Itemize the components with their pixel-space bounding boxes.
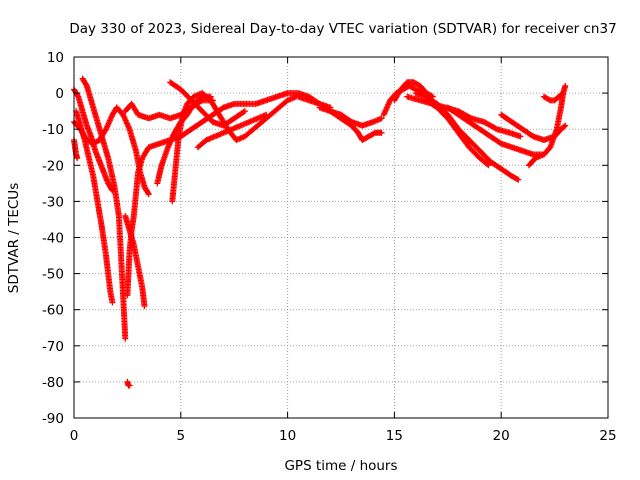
x-tick-label: 25 xyxy=(599,428,616,444)
data-point xyxy=(517,133,524,140)
x-tick-label: 5 xyxy=(177,428,186,444)
data-point xyxy=(560,90,567,97)
y-tick-label: 0 xyxy=(55,86,64,102)
data-point xyxy=(514,176,521,183)
y-tick-label: 10 xyxy=(47,50,64,66)
data-point xyxy=(492,125,499,132)
y-tick-label: -60 xyxy=(42,303,64,319)
x-tick-label: 15 xyxy=(386,428,403,444)
data-point xyxy=(561,123,568,130)
data-point xyxy=(515,176,522,183)
data-point xyxy=(484,161,491,168)
y-tick-label: -50 xyxy=(42,267,64,283)
x-axis-label: GPS time / hours xyxy=(284,458,397,474)
data-point xyxy=(145,191,152,198)
y-tick-label: -70 xyxy=(42,339,64,355)
data-point xyxy=(122,335,129,342)
y-tick-label: -80 xyxy=(42,375,64,391)
data-point xyxy=(559,91,566,98)
chart-title: Day 330 of 2023, Sidereal Day-to-day VTE… xyxy=(69,21,616,37)
data-point xyxy=(109,299,116,306)
data-points xyxy=(71,75,569,389)
data-point xyxy=(241,108,248,115)
axis-ticks: 0 5 10 15 20 25 10 0 -10 -20 -30 -40 -50 -60 -70 -80 -90 xyxy=(42,50,617,444)
y-axis-label: SDTVAR / TECUs xyxy=(6,183,22,293)
data-point xyxy=(378,129,385,136)
y-tick-label: -30 xyxy=(42,194,64,210)
data-point xyxy=(378,115,385,122)
data-point xyxy=(240,108,247,115)
x-tick-label: 10 xyxy=(279,428,296,444)
data-point xyxy=(126,382,133,389)
data-point xyxy=(74,155,81,162)
data-point xyxy=(145,189,152,196)
x-tick-label: 20 xyxy=(493,428,510,444)
data-point xyxy=(562,82,569,89)
y-tick-label: -10 xyxy=(42,122,64,138)
data-point xyxy=(546,96,553,103)
data-point xyxy=(467,114,474,121)
x-tick-label: 0 xyxy=(70,428,79,444)
y-tick-label: -40 xyxy=(42,231,64,247)
grid-lines xyxy=(74,57,608,418)
y-tick-label: -90 xyxy=(42,411,64,427)
data-point xyxy=(485,162,492,169)
data-point xyxy=(263,111,270,118)
y-tick-label: -20 xyxy=(42,158,64,174)
data-point xyxy=(562,122,569,129)
data-point xyxy=(141,303,148,310)
